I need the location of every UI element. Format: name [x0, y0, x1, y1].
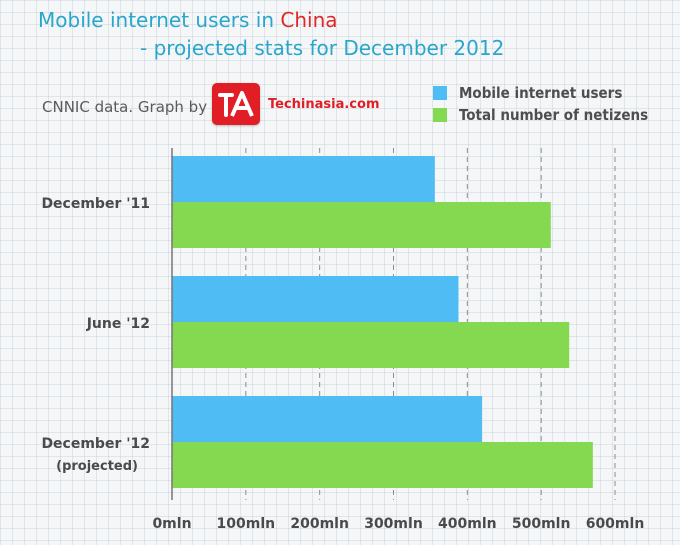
category-sublabel-2: (projected) — [56, 459, 138, 474]
chart-subtitle: - projected stats for December 2012 — [140, 36, 505, 60]
x-tick-label-2: 200mln — [290, 516, 349, 532]
chart-title-prefix: Mobile internet users in — [38, 8, 281, 32]
x-tick-label-4: 400mln — [438, 516, 497, 532]
bar-total-0 — [172, 202, 551, 248]
category-label-1: June '12 — [86, 316, 150, 332]
legend-label-mobile: Mobile internet users — [459, 84, 623, 102]
x-tick-label-5: 500mln — [512, 516, 571, 532]
x-tick-label-0: 0mln — [152, 516, 191, 532]
techinasia-logo — [212, 83, 260, 125]
chart-title-line1: Mobile internet users in China — [38, 8, 338, 32]
legend-item-total: Total number of netizens — [433, 104, 648, 126]
legend-swatch-total — [433, 108, 447, 122]
legend-label-total: Total number of netizens — [459, 106, 649, 124]
legend: Mobile internet users Total number of ne… — [433, 82, 648, 126]
techinasia-logo-icon — [218, 91, 254, 117]
legend-item-mobile: Mobile internet users — [433, 82, 648, 104]
bar-total-1 — [172, 322, 570, 368]
source-note: CNNIC data. Graph by — [42, 98, 208, 116]
category-label-2: December '12 — [41, 436, 150, 452]
logo-text: Techinasia.com — [268, 97, 380, 112]
chart-title-highlight: China — [280, 8, 338, 32]
bar-mobile-2 — [172, 396, 483, 442]
bar-total-2 — [172, 442, 593, 488]
x-tick-label-6: 600mln — [586, 516, 645, 532]
x-tick-label-1: 100mln — [217, 516, 276, 532]
bar-mobile-0 — [172, 156, 435, 202]
x-tick-label-3: 300mln — [364, 516, 423, 532]
legend-swatch-mobile — [433, 86, 447, 100]
category-label-0: December '11 — [41, 196, 150, 212]
bar-mobile-1 — [172, 276, 459, 322]
